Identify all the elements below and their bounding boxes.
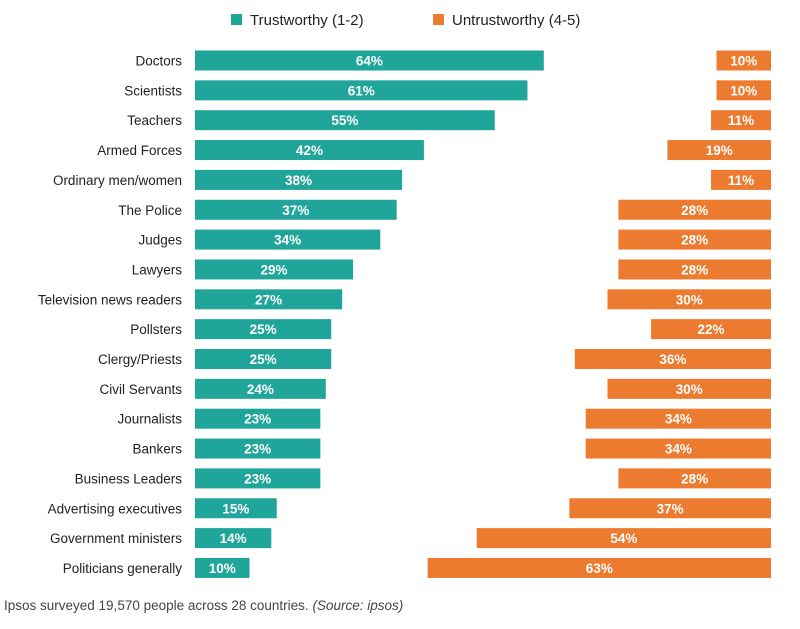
- bar-trustworthy-business-leaders: [195, 468, 321, 489]
- data-label-trustworthy-civil-servants: 24%: [247, 382, 274, 397]
- bar-untrustworthy-armed-forces: [667, 140, 771, 161]
- data-label-untrustworthy-the-police: 28%: [681, 203, 708, 218]
- bar-untrustworthy-scientists: [716, 80, 771, 101]
- data-label-trustworthy-teachers: 55%: [331, 113, 358, 128]
- category-label-doctors: Doctors: [135, 54, 182, 69]
- data-label-untrustworthy-pollsters: 22%: [698, 322, 725, 337]
- bar-trustworthy-ordinary-men-women: [195, 169, 403, 190]
- bar-untrustworthy-pollsters: [651, 319, 771, 340]
- data-label-untrustworthy-bankers: 34%: [665, 442, 692, 457]
- bar-trustworthy-armed-forces: [195, 140, 424, 161]
- legend-swatch-untrustworthy: [433, 14, 444, 25]
- bar-untrustworthy-doctors: [716, 50, 771, 71]
- trust-bar-chart: Trustworthy (1-2) Untrustworthy (4-5) Doct…: [38, 12, 771, 578]
- category-label-politicians-generally: Politicians generally: [63, 561, 183, 576]
- bar-trustworthy-bankers: [195, 438, 321, 459]
- category-label-teachers: Teachers: [127, 113, 182, 128]
- bar-untrustworthy-business-leaders: [618, 468, 771, 489]
- bar-trustworthy-lawyers: [195, 259, 354, 280]
- category-label-journalists: Journalists: [117, 412, 182, 427]
- data-label-trustworthy-business-leaders: 23%: [244, 471, 271, 486]
- data-label-trustworthy-doctors: 64%: [356, 54, 383, 69]
- bar-trustworthy-judges: [195, 229, 381, 250]
- data-label-untrustworthy-business-leaders: 28%: [681, 471, 708, 486]
- data-label-trustworthy-bankers: 23%: [244, 442, 271, 457]
- data-label-untrustworthy-teachers: 11%: [728, 113, 754, 128]
- category-label-bankers: Bankers: [132, 442, 182, 457]
- bar-trustworthy-scientists: [195, 80, 528, 101]
- category-label-lawyers: Lawyers: [132, 262, 183, 277]
- data-label-trustworthy-lawyers: 29%: [261, 262, 288, 277]
- data-label-untrustworthy-ordinary-men-women: 11%: [728, 173, 754, 188]
- data-label-untrustworthy-civil-servants: 30%: [676, 382, 703, 397]
- bar-untrustworthy-ordinary-men-women: [711, 169, 771, 190]
- data-label-trustworthy-judges: 34%: [274, 233, 301, 248]
- data-label-trustworthy-clergy-priests: 25%: [250, 352, 277, 367]
- data-label-untrustworthy-armed-forces: 19%: [706, 143, 733, 158]
- data-label-trustworthy-the-police: 37%: [282, 203, 309, 218]
- bar-untrustworthy-television-news-readers: [607, 289, 771, 310]
- data-label-untrustworthy-television-news-readers: 30%: [676, 292, 703, 307]
- legend-label-untrustworthy: Untrustworthy (4-5): [452, 12, 580, 29]
- data-label-untrustworthy-clergy-priests: 36%: [659, 352, 686, 367]
- category-label-advertising-executives: Advertising executives: [48, 501, 183, 516]
- bar-untrustworthy-civil-servants: [607, 378, 771, 399]
- caption-source: (Source: ipsos): [312, 598, 404, 613]
- data-label-trustworthy-ordinary-men-women: 38%: [285, 173, 312, 188]
- bar-trustworthy-clergy-priests: [195, 349, 332, 369]
- bar-untrustworthy-government-ministers: [476, 528, 771, 549]
- bar-trustworthy-teachers: [195, 110, 495, 131]
- category-label-government-ministers: Government ministers: [50, 531, 182, 546]
- data-label-untrustworthy-government-ministers: 54%: [610, 531, 637, 546]
- data-label-untrustworthy-doctors: 10%: [730, 54, 757, 69]
- bar-untrustworthy-teachers: [711, 110, 771, 131]
- data-label-trustworthy-advertising-executives: 15%: [222, 501, 249, 516]
- category-label-pollsters: Pollsters: [130, 322, 182, 337]
- bar-untrustworthy-politicians-generally: [427, 557, 771, 578]
- data-label-trustworthy-scientists: 61%: [348, 83, 375, 98]
- bar-untrustworthy-advertising-executives: [569, 498, 771, 519]
- category-label-business-leaders: Business Leaders: [75, 471, 183, 486]
- chart-caption: Ipsos surveyed 19,570 people across 28 c…: [4, 598, 403, 613]
- data-label-trustworthy-armed-forces: 42%: [296, 143, 323, 158]
- caption-text: Ipsos surveyed 19,570 people across 28 c…: [4, 598, 309, 613]
- category-label-ordinary-men-women: Ordinary men/women: [53, 173, 182, 188]
- data-label-untrustworthy-politicians-generally: 63%: [586, 561, 613, 576]
- category-label-television-news-readers: Television news readers: [38, 292, 182, 307]
- bar-untrustworthy-clergy-priests: [574, 349, 771, 369]
- category-label-civil-servants: Civil Servants: [99, 382, 182, 397]
- data-label-untrustworthy-journalists: 34%: [665, 412, 692, 427]
- data-label-trustworthy-journalists: 23%: [244, 412, 271, 427]
- legend-label-trustworthy: Trustworthy (1-2): [250, 12, 364, 29]
- category-label-scientists: Scientists: [124, 83, 182, 98]
- bar-trustworthy-journalists: [195, 408, 321, 429]
- bar-trustworthy-pollsters: [195, 319, 332, 340]
- category-label-clergy-priests: Clergy/Priests: [98, 352, 182, 367]
- bar-trustworthy-government-ministers: [195, 528, 272, 549]
- data-label-trustworthy-government-ministers: 14%: [220, 531, 247, 546]
- category-label-armed-forces: Armed Forces: [97, 143, 182, 158]
- bar-trustworthy-politicians-generally: [195, 557, 250, 578]
- data-label-trustworthy-politicians-generally: 10%: [209, 561, 236, 576]
- bar-untrustworthy-the-police: [618, 199, 771, 220]
- bar-trustworthy-doctors: [195, 50, 544, 71]
- bar-trustworthy-the-police: [195, 199, 397, 220]
- data-label-untrustworthy-lawyers: 28%: [681, 262, 708, 277]
- bar-trustworthy-civil-servants: [195, 378, 326, 399]
- bar-untrustworthy-journalists: [585, 408, 771, 429]
- data-label-untrustworthy-scientists: 10%: [730, 83, 757, 98]
- category-label-the-police: The Police: [118, 203, 182, 218]
- data-label-untrustworthy-advertising-executives: 37%: [657, 501, 684, 516]
- bar-trustworthy-advertising-executives: [195, 498, 277, 519]
- data-label-trustworthy-pollsters: 25%: [250, 322, 277, 337]
- bar-untrustworthy-lawyers: [618, 259, 771, 280]
- bar-untrustworthy-bankers: [585, 438, 771, 459]
- bar-untrustworthy-judges: [618, 229, 771, 250]
- data-label-untrustworthy-judges: 28%: [681, 233, 708, 248]
- bar-trustworthy-television-news-readers: [195, 289, 343, 310]
- category-label-judges: Judges: [138, 233, 182, 248]
- data-label-trustworthy-television-news-readers: 27%: [255, 292, 282, 307]
- legend-swatch-trustworthy: [231, 14, 242, 25]
